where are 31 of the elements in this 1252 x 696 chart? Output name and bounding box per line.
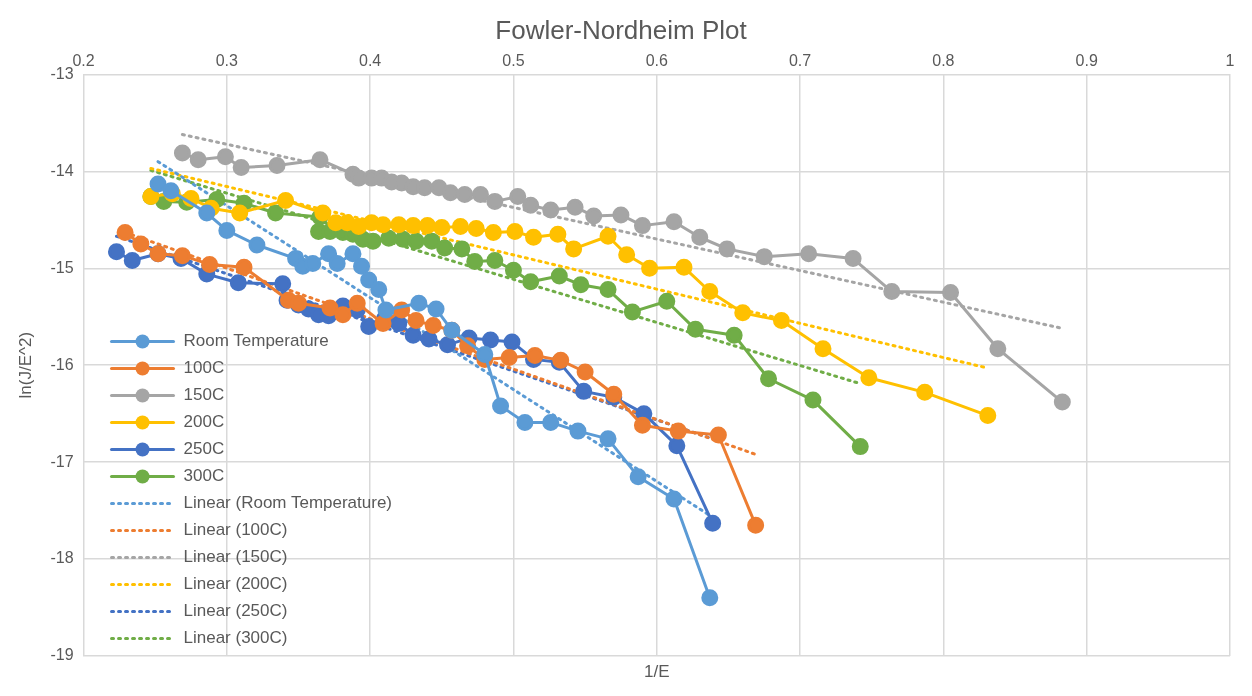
legend-label: 100C — [183, 358, 225, 378]
x-tick-label: 1 — [1225, 52, 1235, 70]
x-tick-label: 0.6 — [645, 52, 668, 70]
x-axis-title: 1/E — [644, 662, 670, 682]
legend-label: 250C — [183, 439, 225, 459]
legend-label: Room Temperature — [183, 331, 329, 351]
legend-label: Linear (100C) — [183, 520, 288, 540]
x-tick-label: 0.9 — [1075, 52, 1098, 70]
legend-label: Linear (Room Temperature) — [183, 493, 393, 513]
x-tick-label: 0.5 — [502, 52, 525, 70]
legend-label: 150C — [183, 385, 225, 405]
y-tick-label: -19 — [50, 646, 74, 664]
y-tick-label: -14 — [50, 161, 74, 179]
legend-label: Linear (300C) — [183, 628, 288, 648]
x-tick-label: 0.7 — [788, 52, 812, 70]
y-tick-label: -16 — [50, 355, 74, 373]
x-tick-label: 0.8 — [932, 52, 955, 70]
y-tick-label: -15 — [50, 258, 74, 276]
legend-label: 300C — [183, 466, 225, 486]
y-tick-label: -17 — [50, 452, 74, 470]
y-tick-label: -18 — [50, 549, 74, 567]
y-axis-title: ln(J/E^2) — [15, 331, 35, 399]
x-tick-label: 0.4 — [359, 52, 382, 70]
chart-title: Fowler-Nordheim Plot — [495, 14, 748, 45]
y-tick-label: -13 — [50, 64, 74, 82]
x-tick-label: 0.3 — [215, 52, 239, 70]
legend-label: Linear (150C) — [183, 547, 288, 567]
legend-label: Linear (200C) — [183, 574, 288, 594]
legend-label: Linear (250C) — [183, 601, 288, 621]
legend-label: 200C — [183, 412, 225, 432]
x-tick-label: 0.2 — [72, 52, 95, 70]
